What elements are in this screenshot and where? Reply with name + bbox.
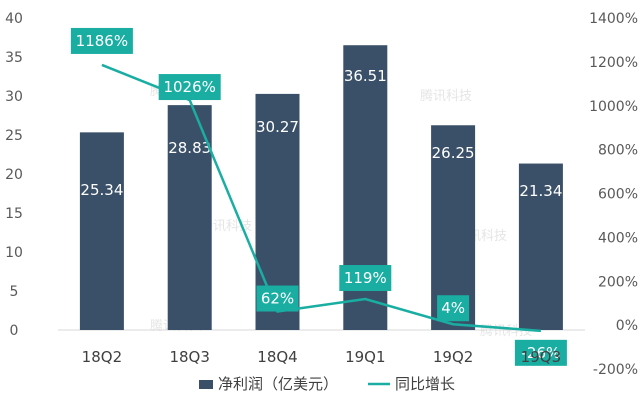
watermark-text: 腾讯科技 [420, 88, 472, 104]
legend: 净利润（亿美元） 同比增长 [199, 375, 455, 393]
bar-value-label: 26.25 [432, 144, 475, 162]
left-tick-label: 10 [5, 245, 23, 261]
growth-badge [70, 27, 133, 54]
bar-value-label: 21.34 [519, 182, 562, 200]
category-label: 18Q2 [82, 348, 122, 366]
left-tick-label: 40 [5, 11, 23, 27]
right-axis-ticks: -200% 0% 200% 400% 600% 800% 1000% 1200% 1400% [589, 11, 638, 378]
left-tick-label: 20 [5, 167, 23, 183]
right-tick-label: 600% [598, 187, 638, 203]
right-tick-label: 400% [598, 230, 638, 246]
growth-badge-label: 1186% [76, 32, 128, 50]
growth-badge [514, 339, 567, 366]
category-label: 19Q3 [521, 348, 561, 366]
right-tick-label: 1000% [589, 99, 638, 115]
bar-18Q3 [167, 105, 212, 330]
growth-badge [256, 285, 299, 312]
category-label: 19Q1 [345, 348, 385, 366]
legend-line-label: 同比增长 [395, 375, 455, 393]
left-tick-label: 35 [5, 50, 23, 66]
bar-18Q2 [79, 132, 124, 330]
growth-badge [339, 265, 392, 292]
growth-badge-label: 119% [344, 269, 387, 287]
bar-value-label: 30.27 [256, 118, 299, 136]
legend-bar-label: 净利润（亿美元） [218, 375, 338, 393]
right-tick-label: 1200% [589, 55, 638, 71]
growth-badge-label: -26% [522, 344, 561, 362]
bar-19Q3 [518, 163, 563, 330]
category-label: 18Q4 [257, 348, 297, 366]
left-tick-label: 25 [5, 128, 23, 144]
bar-value-label: 28.83 [168, 139, 211, 157]
category-label: 18Q3 [169, 348, 209, 366]
growth-badge-label: 62% [261, 290, 294, 308]
bar-value-label: 36.51 [344, 67, 387, 85]
right-tick-label: 1400% [589, 11, 638, 27]
growth-badge-label: 4% [441, 299, 465, 317]
left-tick-label: 30 [5, 89, 23, 105]
right-tick-label: 200% [598, 274, 638, 290]
left-axis-ticks: 0 5 10 15 20 25 30 35 40 [5, 11, 23, 339]
category-label: 19Q2 [433, 348, 473, 366]
growth-badge-label: 1026% [163, 78, 215, 96]
left-tick-label: 5 [10, 284, 19, 300]
legend-bar-swatch [199, 380, 213, 389]
right-tick-label: 800% [598, 143, 638, 159]
bar-value-label: 25.34 [80, 181, 123, 199]
right-tick-label: -200% [593, 362, 638, 378]
growth-badge [158, 74, 221, 101]
line-series: 1186% 1026% 62% 119% 4% -26% [70, 27, 567, 366]
left-tick-label: 15 [5, 206, 23, 222]
growth-badge [437, 295, 470, 322]
left-tick-label: 0 [10, 323, 19, 339]
right-tick-label: 0% [616, 318, 638, 334]
category-labels: 18Q2 18Q3 18Q4 19Q1 19Q2 19Q3 [82, 348, 561, 366]
